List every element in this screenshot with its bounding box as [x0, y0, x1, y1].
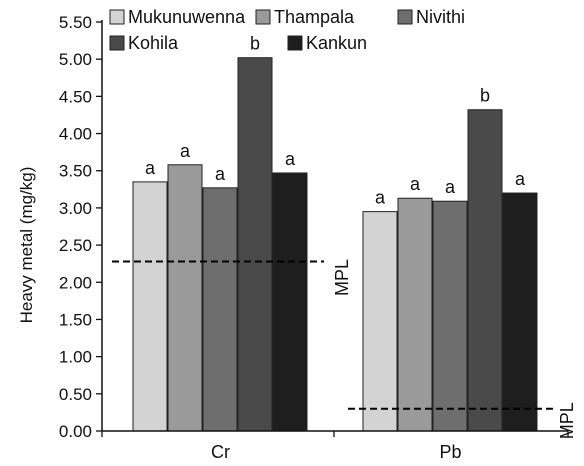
- bar-pb-kankun: [502, 192, 538, 432]
- y-tick-label: 2.00: [59, 273, 92, 292]
- bar-pb-mukunuwenna: [362, 211, 398, 432]
- legend: Mukunuwenna Thampala Nivithi Kohila Kankun: [109, 7, 465, 53]
- y-tick-label: 1.00: [59, 348, 92, 367]
- bar-cr-nivithi: [202, 187, 238, 432]
- axes-layer: 0.00 0.50 1.00 1.50 2.00 2.50 3.00 3.50 4.00 4.50…: [59, 13, 569, 462]
- legend-swatch-nivithi: [397, 9, 413, 25]
- legend-label-kankun: Kankun: [306, 33, 367, 53]
- bar-cr-kankun: [272, 172, 308, 432]
- x-category-label: Cr: [211, 442, 230, 462]
- mpl-label: MPL: [332, 259, 352, 296]
- significance-label: a: [445, 177, 456, 197]
- legend-swatch-thampala: [255, 9, 271, 25]
- significance-label: b: [250, 34, 260, 54]
- legend-label-kohila: Kohila: [128, 33, 179, 53]
- bar-cr-kohila: [237, 57, 273, 432]
- y-axis-title: Heavy metal (mg/kg): [17, 167, 36, 324]
- bar-cr-thampala: [167, 164, 203, 432]
- bar-pb-kohila: [467, 109, 503, 432]
- significance-label: a: [410, 174, 421, 194]
- mpl-label: MPL: [557, 402, 577, 439]
- significance-label: a: [515, 169, 526, 189]
- bar-pb-nivithi: [432, 200, 468, 432]
- y-tick-label: 4.50: [59, 87, 92, 106]
- significance-label: a: [145, 158, 156, 178]
- significance-label: b: [480, 86, 490, 106]
- y-tick-label: 3.00: [59, 199, 92, 218]
- y-tick-label: 2.50: [59, 236, 92, 255]
- y-tick-label: 4.00: [59, 125, 92, 144]
- y-tick-label: 5.50: [59, 13, 92, 32]
- y-tick-label: 1.50: [59, 310, 92, 329]
- legend-swatch-kohila: [109, 35, 125, 51]
- x-category-label: Pb: [439, 442, 461, 462]
- significance-label: a: [375, 188, 386, 208]
- y-tick-label: 3.50: [59, 162, 92, 181]
- legend-swatch-mukunuwenna: [109, 9, 125, 25]
- significance-label: a: [180, 141, 191, 161]
- bar-pb-thampala: [397, 197, 433, 432]
- y-tick-label: 5.00: [59, 50, 92, 69]
- legend-label-mukunuwenna: Mukunuwenna: [128, 7, 246, 27]
- legend-label-nivithi: Nivithi: [416, 7, 465, 27]
- legend-swatch-kankun: [287, 35, 303, 51]
- y-tick-label: 0.50: [59, 385, 92, 404]
- bar-cr-mukunuwenna: [132, 181, 168, 432]
- significance-label: a: [215, 164, 226, 184]
- legend-label-thampala: Thampala: [274, 7, 355, 27]
- bars-layer: a a a b a a a a b a: [132, 34, 538, 432]
- mpl-layer: MPL MPL: [112, 259, 577, 439]
- significance-label: a: [285, 149, 296, 169]
- y-tick-label: 0.00: [59, 422, 92, 441]
